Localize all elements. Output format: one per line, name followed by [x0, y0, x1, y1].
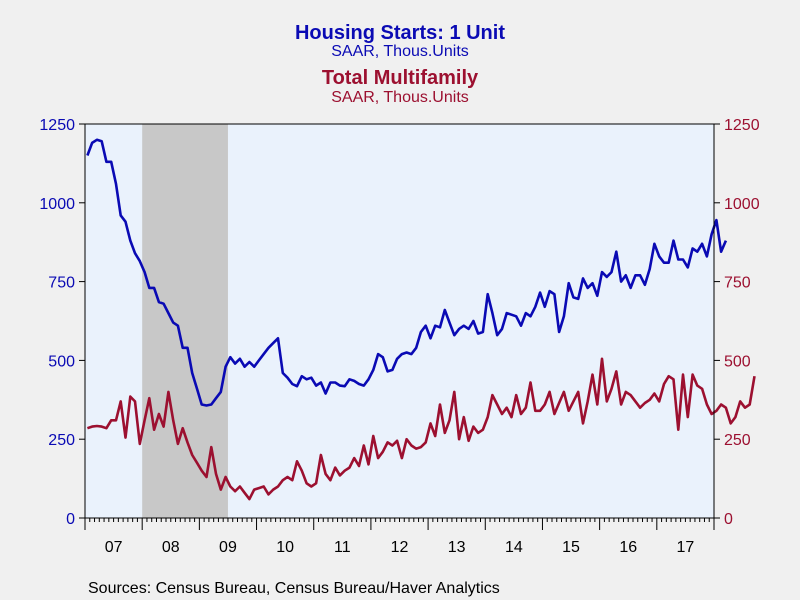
y-tick-label-right: 1250 [724, 117, 760, 134]
x-tick-label: 16 [619, 539, 637, 556]
y-tick-label-right: 1000 [724, 196, 760, 213]
y-tick-label-left: 750 [48, 275, 75, 292]
x-tick-label: 10 [276, 539, 294, 556]
x-tick-label: 13 [448, 539, 466, 556]
subtitle-series1: SAAR, Thous.Units [331, 43, 469, 60]
y-tick-label-left: 0 [66, 511, 75, 528]
y-tick-label-right: 750 [724, 275, 751, 292]
y-tick-label-right: 0 [724, 511, 733, 528]
source-note: Sources: Census Bureau, Census Bureau/Ha… [88, 580, 500, 597]
plot-frame [84, 123, 715, 519]
y-tick-label-right: 500 [724, 353, 751, 370]
x-tick-label: 11 [334, 539, 351, 556]
recession-band [142, 124, 228, 518]
title-series1: Housing Starts: 1 Unit [295, 22, 505, 44]
x-tick-label: 07 [105, 539, 123, 556]
y-tick-label-left: 1000 [39, 196, 75, 213]
x-tick-label: 15 [562, 539, 580, 556]
x-tick-label: 08 [162, 539, 180, 556]
chart-marks: 0 0 250 250 500 500 750 750 1000 1000 1250 1250 07 08… [39, 117, 759, 556]
subtitle-series2: SAAR, Thous.Units [331, 89, 469, 106]
x-tick-label: 17 [677, 539, 695, 556]
x-tick-label: 09 [219, 539, 237, 556]
series-line-housing-starts [86, 138, 728, 407]
y-tick-label-left: 500 [48, 353, 75, 370]
y-tick-label-left: 250 [48, 432, 75, 449]
y-tick-label-left: 1250 [39, 117, 75, 134]
title-series2: Total Multifamily [322, 67, 479, 89]
x-tick-label: 12 [391, 539, 409, 556]
y-tick-label-right: 250 [724, 432, 751, 449]
series-line-multifamily [86, 357, 756, 501]
x-tick-label: 14 [505, 539, 523, 556]
